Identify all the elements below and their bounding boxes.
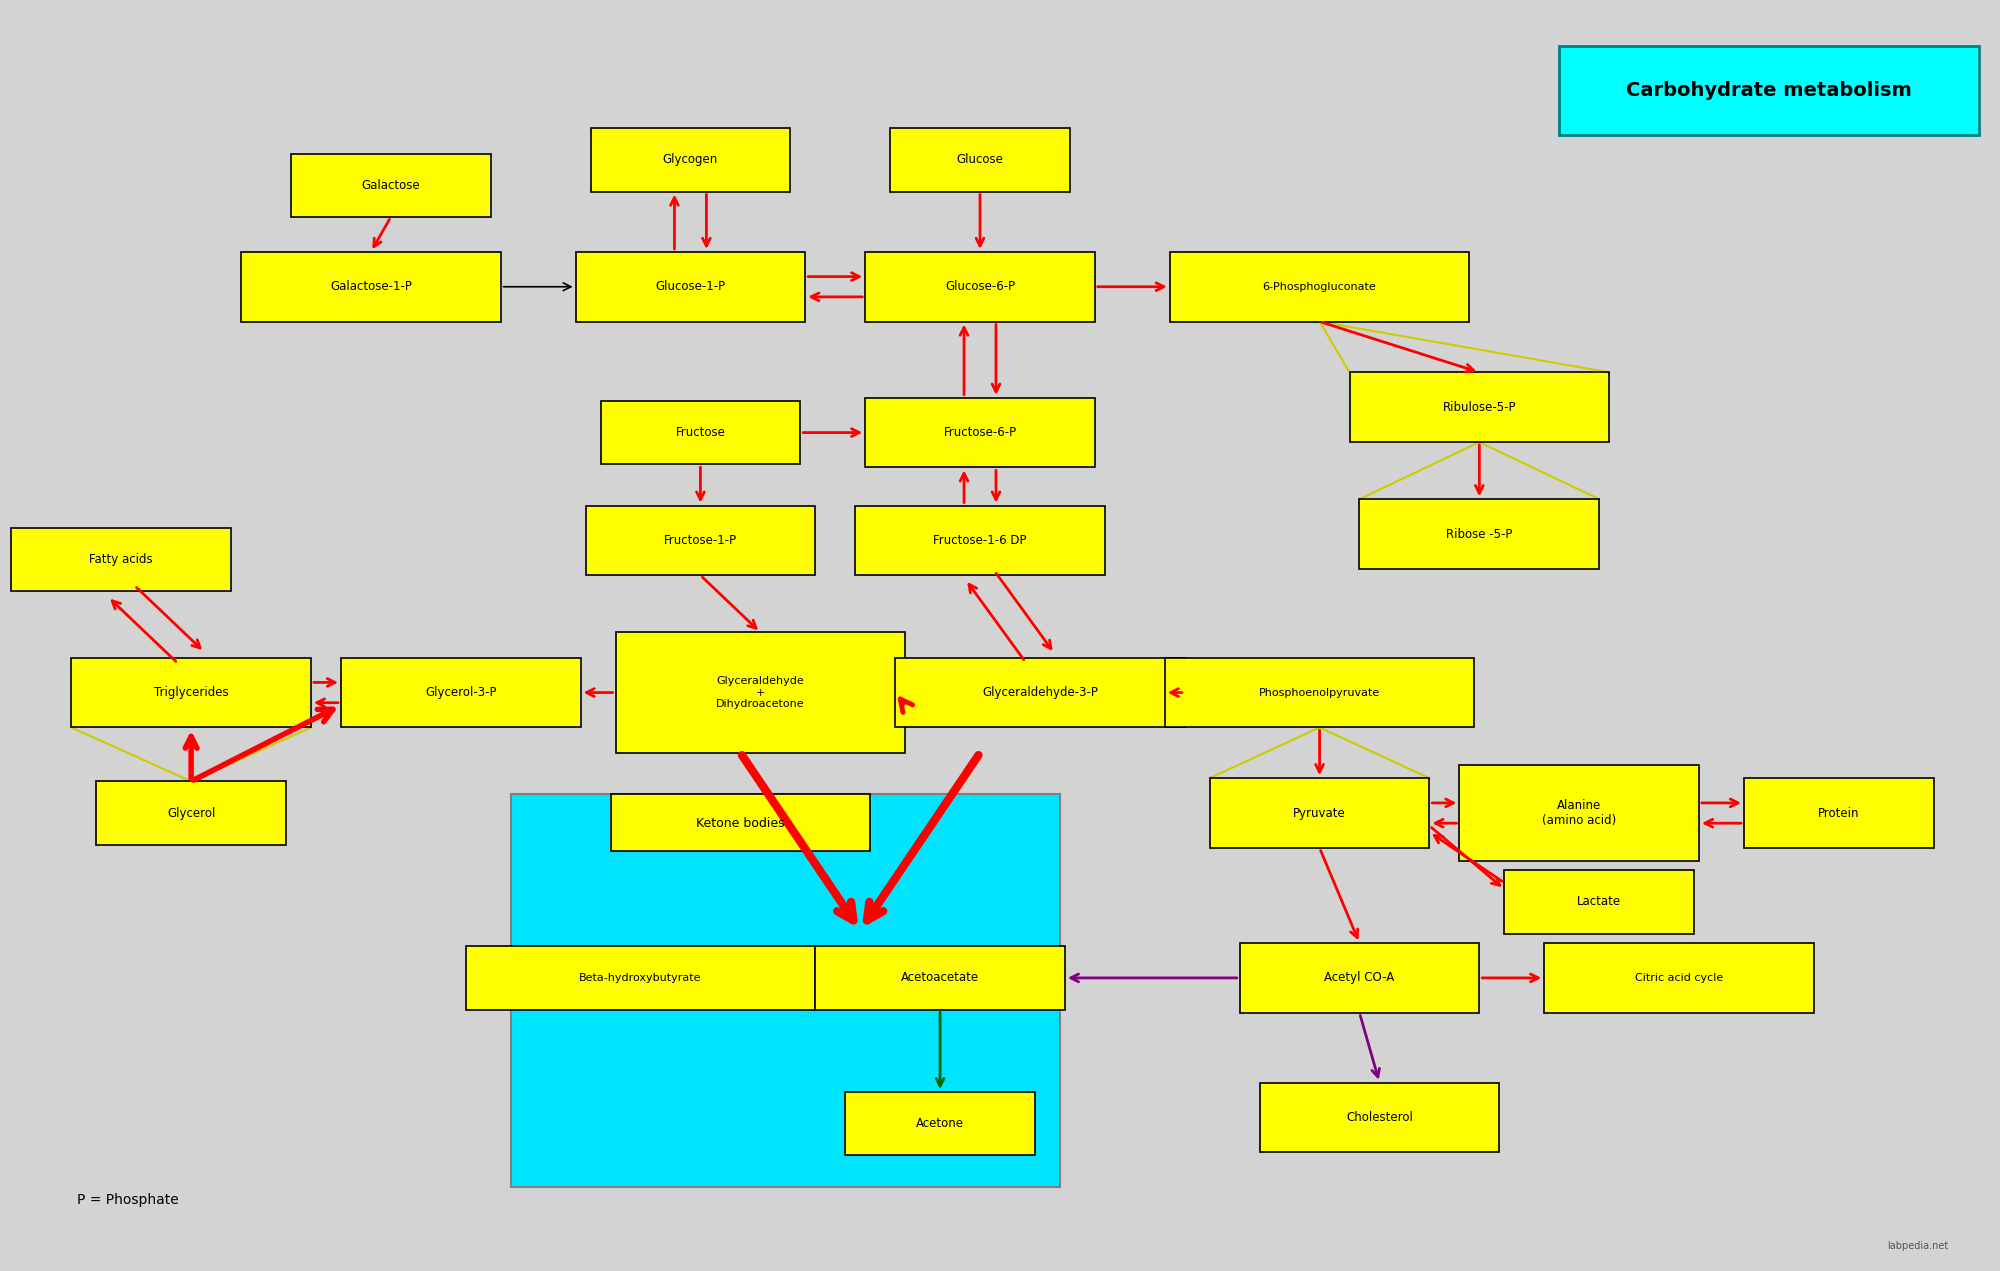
Text: Ketone bodies: Ketone bodies — [696, 817, 784, 830]
FancyBboxPatch shape — [242, 252, 500, 322]
FancyBboxPatch shape — [1744, 778, 1934, 848]
FancyBboxPatch shape — [846, 1092, 1034, 1155]
FancyBboxPatch shape — [1544, 943, 1814, 1013]
FancyBboxPatch shape — [466, 946, 816, 1009]
FancyBboxPatch shape — [340, 657, 580, 727]
Text: Glycogen: Glycogen — [662, 154, 718, 167]
Text: Acetoacetate: Acetoacetate — [902, 971, 980, 985]
Text: Fructose-1-6 DP: Fructose-1-6 DP — [934, 534, 1026, 547]
FancyBboxPatch shape — [616, 633, 906, 752]
Text: Alanine
(amino acid): Alanine (amino acid) — [1542, 799, 1616, 827]
Text: Glycerol-3-P: Glycerol-3-P — [426, 686, 496, 699]
FancyBboxPatch shape — [1560, 46, 1978, 135]
Text: Fructose-6-P: Fructose-6-P — [944, 426, 1016, 438]
Text: Triglycerides: Triglycerides — [154, 686, 228, 699]
Text: Protein: Protein — [1818, 807, 1860, 820]
FancyBboxPatch shape — [72, 657, 310, 727]
FancyBboxPatch shape — [816, 946, 1064, 1009]
FancyBboxPatch shape — [1210, 778, 1430, 848]
Text: P = Phosphate: P = Phosphate — [78, 1193, 180, 1207]
Text: Fructose-1-P: Fructose-1-P — [664, 534, 736, 547]
Text: Glucose-6-P: Glucose-6-P — [944, 280, 1016, 294]
FancyBboxPatch shape — [610, 794, 870, 852]
Text: Citric acid cycle: Citric acid cycle — [1634, 972, 1724, 982]
Text: Phosphoenolpyruvate: Phosphoenolpyruvate — [1258, 688, 1380, 698]
FancyBboxPatch shape — [866, 398, 1094, 468]
FancyBboxPatch shape — [1350, 372, 1610, 442]
Text: Glycerol: Glycerol — [166, 807, 216, 820]
FancyBboxPatch shape — [600, 400, 800, 464]
FancyBboxPatch shape — [576, 252, 806, 322]
Text: labpedia.net: labpedia.net — [1888, 1240, 1948, 1251]
FancyBboxPatch shape — [1504, 871, 1694, 933]
FancyBboxPatch shape — [866, 252, 1094, 322]
FancyBboxPatch shape — [290, 154, 490, 217]
FancyBboxPatch shape — [1460, 765, 1700, 860]
Text: Acetone: Acetone — [916, 1117, 964, 1130]
Text: Acetyl CO-A: Acetyl CO-A — [1324, 971, 1394, 985]
Text: Beta-hydroxybutyrate: Beta-hydroxybutyrate — [580, 972, 702, 982]
Text: Galactose-1-P: Galactose-1-P — [330, 280, 412, 294]
Text: Glyceraldehyde
+
Dihydroacetone: Glyceraldehyde + Dihydroacetone — [716, 676, 804, 709]
Text: Fatty acids: Fatty acids — [90, 553, 154, 566]
Text: Glucose-1-P: Glucose-1-P — [656, 280, 726, 294]
FancyBboxPatch shape — [1260, 1083, 1500, 1153]
FancyBboxPatch shape — [96, 782, 286, 845]
FancyBboxPatch shape — [1164, 657, 1474, 727]
Text: Ribose -5-P: Ribose -5-P — [1446, 527, 1512, 540]
Text: Glyceraldehyde-3-P: Glyceraldehyde-3-P — [982, 686, 1098, 699]
Text: 6-Phosphogluconate: 6-Phosphogluconate — [1262, 282, 1376, 292]
Text: Glucose: Glucose — [956, 154, 1004, 167]
FancyBboxPatch shape — [1360, 500, 1600, 569]
Text: Ribulose-5-P: Ribulose-5-P — [1442, 400, 1516, 414]
FancyBboxPatch shape — [890, 128, 1070, 192]
FancyBboxPatch shape — [590, 128, 790, 192]
Text: Pyruvate: Pyruvate — [1294, 807, 1346, 820]
FancyBboxPatch shape — [12, 527, 232, 591]
FancyBboxPatch shape — [510, 794, 1060, 1187]
FancyBboxPatch shape — [1240, 943, 1480, 1013]
FancyBboxPatch shape — [856, 506, 1104, 576]
Text: Carbohydrate metabolism: Carbohydrate metabolism — [1626, 80, 1912, 99]
Text: Fructose: Fructose — [676, 426, 726, 438]
Text: Cholesterol: Cholesterol — [1346, 1111, 1412, 1124]
Text: Galactose: Galactose — [362, 179, 420, 192]
FancyBboxPatch shape — [1170, 252, 1470, 322]
Text: Lactate: Lactate — [1578, 895, 1622, 909]
FancyBboxPatch shape — [896, 657, 1184, 727]
FancyBboxPatch shape — [586, 506, 816, 576]
